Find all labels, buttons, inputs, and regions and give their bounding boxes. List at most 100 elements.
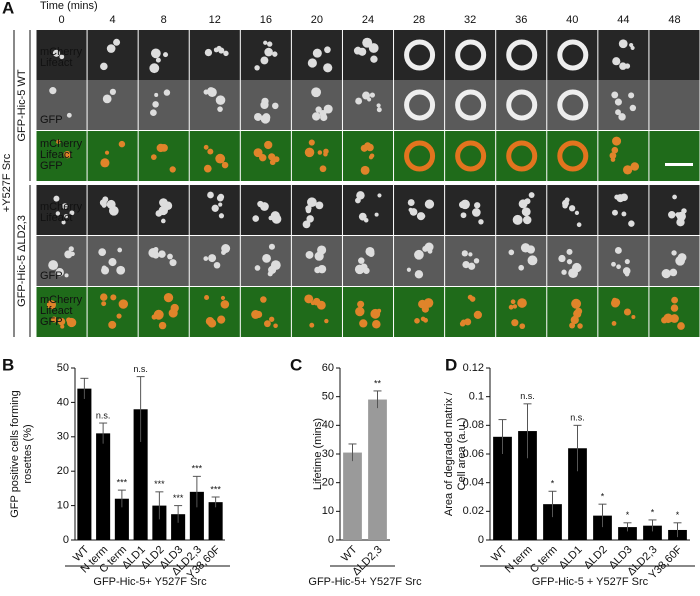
image-tile xyxy=(445,185,496,235)
spot xyxy=(616,264,621,270)
image-tile xyxy=(394,80,445,130)
spot xyxy=(264,47,273,57)
image-tile xyxy=(394,287,445,337)
significance: * xyxy=(551,479,555,489)
spot xyxy=(55,211,61,216)
spot xyxy=(670,304,679,312)
significance: *** xyxy=(117,477,128,487)
row-label: GFP xyxy=(40,160,63,172)
spot xyxy=(260,100,269,110)
time-label: 12 xyxy=(209,14,221,26)
spot xyxy=(614,247,622,254)
spot xyxy=(323,104,333,114)
spot xyxy=(631,314,636,319)
spot xyxy=(676,218,685,227)
time-label: 40 xyxy=(566,14,578,26)
spot xyxy=(469,296,476,302)
image-tile xyxy=(547,236,598,286)
image-tile xyxy=(394,30,445,80)
spot xyxy=(677,253,687,262)
spot xyxy=(56,139,61,145)
spot xyxy=(427,248,433,254)
spot xyxy=(478,219,484,225)
image-tile xyxy=(445,80,496,130)
spot xyxy=(377,308,382,313)
spot xyxy=(473,258,480,264)
spot xyxy=(302,220,311,229)
image-tile xyxy=(291,131,342,181)
spot xyxy=(268,243,275,250)
y-axis-label: GFP positive cells forming xyxy=(9,390,21,518)
spot xyxy=(508,304,514,310)
spot xyxy=(162,52,169,58)
row-label: GFP xyxy=(40,316,63,328)
spot xyxy=(408,207,413,212)
spot xyxy=(260,56,269,65)
spot xyxy=(158,321,167,330)
spot xyxy=(624,63,631,69)
spot xyxy=(63,214,69,219)
spot xyxy=(207,191,214,199)
significance: *** xyxy=(173,493,184,503)
spot xyxy=(100,62,108,71)
spot xyxy=(414,249,424,260)
spot xyxy=(354,264,365,275)
row-label: Lifeact xyxy=(40,149,72,161)
spot xyxy=(117,247,123,253)
spot xyxy=(566,248,573,255)
spot xyxy=(100,158,110,168)
spot xyxy=(260,202,269,211)
bar xyxy=(189,491,204,540)
spot xyxy=(68,246,74,252)
spot xyxy=(669,268,678,277)
spot xyxy=(518,199,528,209)
spot xyxy=(62,203,68,210)
ring xyxy=(455,89,487,121)
spot xyxy=(570,315,579,325)
image-tile xyxy=(547,80,598,130)
spot xyxy=(305,250,314,259)
ring xyxy=(506,140,538,172)
spot xyxy=(367,250,375,257)
image-tile xyxy=(445,236,496,286)
image-tile xyxy=(598,185,649,235)
spot xyxy=(106,199,116,209)
spot xyxy=(568,205,576,212)
bar xyxy=(171,514,186,540)
bar xyxy=(568,448,587,540)
spot xyxy=(366,143,374,152)
x-tick-label: WT xyxy=(339,543,360,564)
bar xyxy=(152,505,167,540)
spot xyxy=(376,107,382,113)
image-tile xyxy=(342,287,394,337)
spot xyxy=(623,308,632,316)
spot xyxy=(571,298,582,309)
spot xyxy=(319,165,327,173)
spot xyxy=(511,319,519,327)
spot xyxy=(610,157,616,162)
spot xyxy=(323,63,333,73)
spot xyxy=(272,51,278,57)
ring xyxy=(557,89,589,121)
spot xyxy=(252,215,260,222)
condition-label: +Y527F Src xyxy=(1,153,13,212)
spot xyxy=(363,267,370,274)
y-tick-label: 20 xyxy=(57,465,69,477)
spot xyxy=(207,148,214,155)
image-tile xyxy=(445,287,496,337)
y-tick-label: 30 xyxy=(322,448,334,460)
image-tile xyxy=(189,80,240,130)
spot xyxy=(363,217,369,223)
y-tick-label: 40 xyxy=(57,396,69,408)
spot xyxy=(161,204,167,211)
spot xyxy=(148,247,159,258)
spot xyxy=(218,47,225,54)
image-tile xyxy=(291,287,342,337)
spot xyxy=(472,208,481,217)
bar xyxy=(643,525,662,540)
image-tile xyxy=(496,236,547,286)
spot xyxy=(356,191,365,200)
image-tile xyxy=(547,287,598,337)
spot xyxy=(355,306,365,317)
spot xyxy=(661,316,668,324)
